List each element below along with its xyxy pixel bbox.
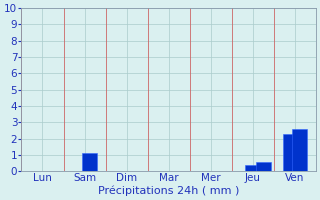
Bar xyxy=(256,162,271,171)
Bar xyxy=(82,153,97,171)
X-axis label: Précipitations 24h ( mm ): Précipitations 24h ( mm ) xyxy=(98,185,239,196)
Bar xyxy=(245,165,260,171)
Bar xyxy=(292,129,307,171)
Bar xyxy=(283,134,297,171)
